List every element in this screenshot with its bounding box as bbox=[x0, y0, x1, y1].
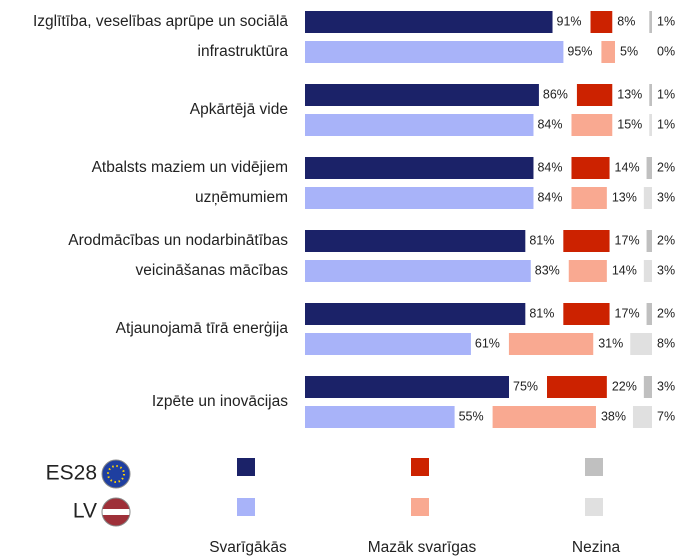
value-label: 75% bbox=[513, 379, 538, 393]
value-label: 84% bbox=[537, 190, 562, 204]
value-label: 7% bbox=[657, 409, 675, 423]
value-label: 13% bbox=[617, 87, 642, 101]
bar bbox=[590, 11, 613, 33]
legend-label: Svarīgākās bbox=[209, 539, 287, 556]
legend-group: ES28 bbox=[46, 462, 97, 485]
value-label: 31% bbox=[598, 336, 623, 350]
value-label: 8% bbox=[657, 336, 675, 350]
category-label: Izglītība, veselības aprūpe un sociālā bbox=[33, 13, 288, 30]
bar bbox=[576, 84, 613, 106]
value-label: 95% bbox=[567, 44, 592, 58]
category-label: Izpēte un inovācijas bbox=[152, 393, 288, 410]
value-label: 1% bbox=[657, 14, 675, 28]
bar bbox=[632, 406, 652, 428]
bar bbox=[571, 187, 607, 209]
value-label: 55% bbox=[459, 409, 484, 423]
value-label: 83% bbox=[535, 263, 560, 277]
value-label: 3% bbox=[657, 263, 675, 277]
category-label: infrastruktūra bbox=[198, 43, 289, 60]
value-label: 14% bbox=[612, 263, 637, 277]
category-label: veicināšanas mācības bbox=[136, 262, 289, 279]
bar bbox=[563, 303, 610, 325]
value-label: 5% bbox=[620, 44, 638, 58]
legend-swatch bbox=[237, 498, 255, 516]
value-label: 17% bbox=[615, 306, 640, 320]
bar bbox=[563, 230, 610, 252]
bar bbox=[568, 260, 607, 282]
value-label: 2% bbox=[657, 233, 675, 247]
legend-swatch bbox=[237, 458, 255, 476]
bar bbox=[305, 230, 526, 252]
value-label: 91% bbox=[557, 14, 582, 28]
bar bbox=[305, 84, 539, 106]
value-label: 1% bbox=[657, 117, 675, 131]
bar bbox=[646, 230, 652, 252]
value-label: 38% bbox=[601, 409, 626, 423]
value-label: 1% bbox=[657, 87, 675, 101]
value-label: 81% bbox=[529, 233, 554, 247]
value-label: 2% bbox=[657, 160, 675, 174]
legend-swatch bbox=[411, 498, 429, 516]
legend-label: Mazāk svarīgas bbox=[368, 539, 477, 556]
value-label: 2% bbox=[657, 306, 675, 320]
bar bbox=[643, 260, 652, 282]
flag-eu bbox=[101, 459, 131, 489]
bar bbox=[305, 260, 531, 282]
bar bbox=[547, 376, 607, 398]
bar bbox=[646, 303, 652, 325]
legend-group: LV bbox=[73, 500, 97, 523]
bar bbox=[305, 41, 564, 63]
value-label: 22% bbox=[612, 379, 637, 393]
bar bbox=[630, 333, 652, 355]
legend-swatch bbox=[411, 458, 429, 476]
value-label: 14% bbox=[615, 160, 640, 174]
value-label: 3% bbox=[657, 190, 675, 204]
value-label: 8% bbox=[617, 14, 635, 28]
value-label: 84% bbox=[537, 160, 562, 174]
bar bbox=[643, 376, 652, 398]
bar bbox=[571, 114, 613, 136]
bar bbox=[305, 333, 471, 355]
value-label: 3% bbox=[657, 379, 675, 393]
value-label: 13% bbox=[612, 190, 637, 204]
category-label: Arodmācības un nodarbinātības bbox=[68, 232, 288, 249]
bar bbox=[601, 41, 615, 63]
bar bbox=[649, 84, 652, 106]
value-label: 15% bbox=[617, 117, 642, 131]
legend-swatch bbox=[585, 498, 603, 516]
legend-label: Nezina bbox=[572, 539, 621, 556]
category-label: Apkārtējā vide bbox=[190, 101, 288, 118]
bar bbox=[571, 157, 610, 179]
value-label: 86% bbox=[543, 87, 568, 101]
value-label: 84% bbox=[537, 117, 562, 131]
bar bbox=[305, 187, 534, 209]
category-label: Atjaunojamā tīrā enerģija bbox=[116, 320, 289, 337]
bar bbox=[649, 11, 652, 33]
bar bbox=[305, 303, 526, 325]
bar bbox=[643, 187, 652, 209]
legend-swatch bbox=[585, 458, 603, 476]
bar bbox=[305, 406, 455, 428]
bar bbox=[305, 376, 509, 398]
bar bbox=[305, 157, 534, 179]
value-label: 0% bbox=[657, 44, 675, 58]
value-label: 61% bbox=[475, 336, 500, 350]
category-label: uzņēmumiem bbox=[195, 189, 288, 206]
bar bbox=[305, 114, 534, 136]
bar bbox=[646, 157, 652, 179]
value-label: 81% bbox=[529, 306, 554, 320]
category-label: Atbalsts maziem un vidējiem bbox=[92, 159, 288, 176]
flag-lv bbox=[101, 497, 131, 527]
bar bbox=[649, 114, 652, 136]
value-label: 17% bbox=[615, 233, 640, 247]
bar bbox=[492, 406, 596, 428]
bar bbox=[305, 11, 553, 33]
bar bbox=[508, 333, 594, 355]
